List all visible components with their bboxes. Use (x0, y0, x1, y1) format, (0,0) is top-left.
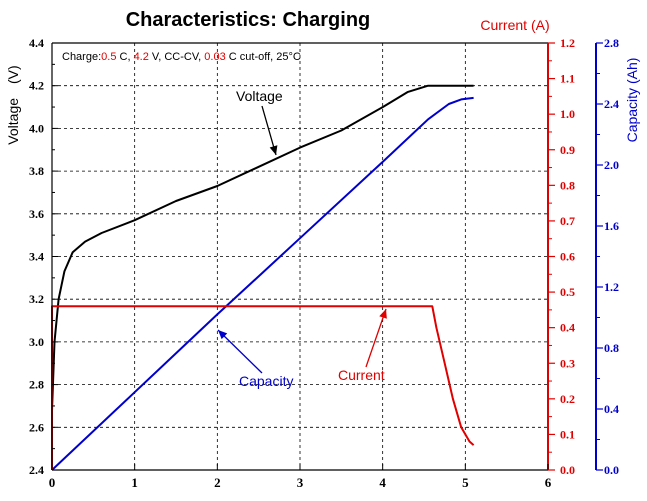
test-conditions: Charge:0.5 C, 4.2 V, CC-CV, 0.03 C cut-o… (62, 51, 301, 63)
x-tick-label: 4 (379, 475, 386, 490)
condition-segment: C, (116, 51, 133, 63)
axes: 0 1 2 3 4 5 6 2.4 2.6 2.8 3.0 3.2 3.4 3.6 3.8 4.0 4.2 4.4… (5, 17, 640, 490)
annotation-arrow-head (218, 330, 228, 340)
condition-segment: C cut-off, 25°C (226, 51, 301, 63)
current-tick-label: 0.7 (560, 214, 575, 228)
annotations: Voltage Capacity Current (217, 88, 387, 389)
voltage-tick-label: 3.4 (29, 250, 44, 264)
annotation-voltage: Voltage (236, 88, 283, 104)
voltage-axis-label: Voltage (V) (5, 65, 21, 144)
current-tick-label: 0.4 (560, 321, 575, 335)
condition-segment: 4.2 (134, 51, 149, 63)
series-line-voltage (51, 84, 474, 411)
chart-title: Characteristics: Charging (126, 9, 371, 31)
capacity-tick-label: 0.8 (604, 341, 619, 355)
annotation-arrow-head (379, 309, 387, 319)
current-tick-label: 1.0 (560, 107, 575, 121)
x-tick-label: 2 (214, 475, 221, 490)
current-tick-label: 0.5 (560, 285, 575, 299)
current-tick-label: 1.1 (560, 72, 575, 86)
current-tick-label: 0.0 (560, 463, 575, 477)
series-line-capacity (51, 96, 474, 471)
voltage-tick-label: 4.4 (29, 36, 44, 50)
annotation-arrow-line (365, 308, 387, 368)
data-series (51, 84, 475, 471)
capacity-tick-label: 1.2 (604, 280, 619, 294)
grid-lines (52, 43, 548, 470)
current-tick-label: 0.2 (560, 392, 575, 406)
x-tick-label: 6 (545, 475, 552, 490)
capacity-axis-label: Capacity (Ah) (624, 58, 640, 143)
capacity-tick-label: 0.0 (604, 463, 619, 477)
voltage-tick-label: 3.2 (29, 292, 44, 306)
voltage-tick-label: 3.8 (29, 164, 44, 178)
current-tick-label: 0.8 (560, 178, 575, 192)
current-tick-label: 1.2 (560, 36, 575, 50)
x-tick-label: 5 (462, 475, 469, 490)
annotation-capacity: Capacity (239, 373, 293, 389)
capacity-tick-label: 2.8 (604, 36, 619, 50)
voltage-tick-label: 3.0 (29, 335, 44, 349)
annotation-arrow-line (217, 329, 263, 374)
voltage-tick-label: 2.8 (29, 378, 44, 392)
capacity-tick-label: 2.0 (604, 158, 619, 172)
condition-segment: Charge: (62, 51, 101, 63)
capacity-tick-label: 1.6 (604, 219, 619, 233)
voltage-tick-label: 2.6 (29, 420, 44, 434)
capacity-tick-label: 0.4 (604, 402, 619, 416)
x-tick-label: 1 (131, 475, 138, 490)
capacity-tick-label: 2.4 (604, 97, 619, 111)
voltage-tick-label: 3.6 (29, 207, 44, 221)
current-tick-label: 0.9 (560, 143, 575, 157)
voltage-tick-label: 2.4 (29, 463, 44, 477)
current-tick-label: 0.6 (560, 250, 575, 264)
x-tick-label: 3 (297, 475, 304, 490)
voltage-tick-label: 4.0 (29, 121, 44, 135)
current-tick-label: 0.3 (560, 356, 575, 370)
annotation-arrow-head (269, 145, 278, 155)
voltage-tick-label: 4.2 (29, 79, 44, 93)
x-tick-label: 0 (49, 475, 56, 490)
current-tick-label: 0.1 (560, 427, 575, 441)
series-line-current (51, 305, 475, 470)
condition-segment: 0.03 (204, 51, 225, 63)
current-axis-label: Current (A) (480, 17, 549, 33)
condition-segment: 0.5 (101, 51, 116, 63)
annotation-current: Current (338, 367, 385, 383)
condition-segment: V, CC-CV, (149, 51, 204, 63)
